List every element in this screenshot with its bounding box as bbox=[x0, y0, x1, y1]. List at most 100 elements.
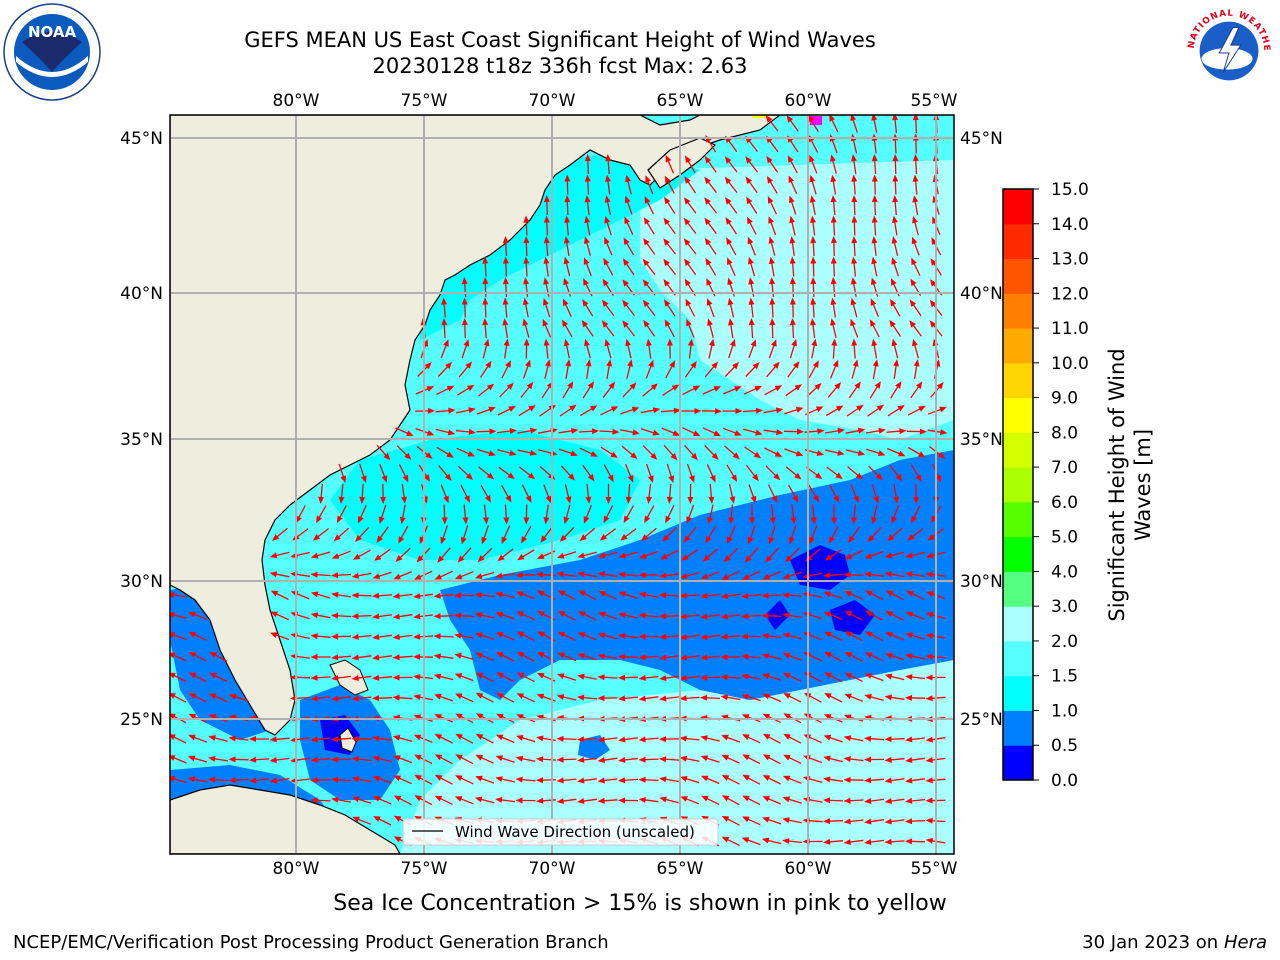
wave-direction-arrow-head bbox=[433, 653, 441, 660]
colorbar-tick-label: 2.0 bbox=[1051, 632, 1078, 652]
wave-direction-arrow-head bbox=[782, 612, 790, 619]
colorbar-segment bbox=[1003, 258, 1033, 294]
wave-direction-arrow-head bbox=[336, 515, 343, 524]
wave-direction-arrow-head bbox=[864, 818, 872, 825]
wave-direction-arrow-head bbox=[433, 613, 441, 620]
wave-direction-arrow-head bbox=[399, 516, 406, 525]
wave-direction-arrow-head bbox=[761, 633, 769, 639]
wave-direction-arrow-head bbox=[454, 653, 462, 659]
wave-direction-arrow-head bbox=[776, 429, 784, 435]
colorbar-tick-label: 4.0 bbox=[1051, 562, 1078, 582]
wave-direction-arrow-head bbox=[569, 404, 577, 412]
wave-direction-arrow-head bbox=[734, 386, 742, 392]
wave-direction-arrow-head bbox=[810, 318, 816, 326]
wave-direction-arrow-head bbox=[762, 733, 771, 740]
wave-direction-arrow-head bbox=[729, 339, 736, 347]
lon-label-top: 70°W bbox=[529, 91, 576, 111]
colorbar-tick-label: 12.0 bbox=[1051, 284, 1089, 304]
lon-label-bottom: 70°W bbox=[529, 859, 576, 879]
wave-direction-arrow-head bbox=[644, 515, 651, 524]
wave-direction-arrow-head bbox=[864, 571, 872, 578]
wave-direction-arrow-head bbox=[680, 796, 688, 802]
colorbar-segment bbox=[1003, 536, 1033, 572]
wave-direction-arrow-head bbox=[884, 838, 892, 845]
wave-direction-arrow-head bbox=[891, 236, 898, 244]
wave-direction-arrow-head bbox=[310, 777, 318, 784]
lat-label-right: 25°N bbox=[960, 710, 1003, 730]
wave-direction-arrow-head bbox=[465, 473, 473, 480]
wave-direction-arrow-head bbox=[815, 406, 824, 413]
wave-direction-arrow-head bbox=[618, 736, 626, 743]
wave-direction-arrow-head bbox=[679, 654, 687, 661]
colorbar-tick-label: 14.0 bbox=[1051, 215, 1089, 235]
wave-direction-arrow-head bbox=[837, 427, 845, 434]
wave-direction-arrow-head bbox=[571, 428, 579, 434]
wave-direction-arrow-head bbox=[543, 236, 550, 244]
wave-direction-arrow-head bbox=[208, 735, 216, 741]
wave-direction-arrow-head bbox=[925, 552, 934, 559]
wave-direction-arrow-head bbox=[360, 475, 367, 483]
wave-direction-arrow-head bbox=[604, 195, 611, 203]
wave-direction-arrow-head bbox=[864, 553, 873, 559]
wave-direction-arrow-head bbox=[830, 215, 837, 223]
wave-direction-arrow-head bbox=[536, 693, 545, 700]
wave-direction-arrow-head bbox=[331, 756, 338, 763]
wave-direction-arrow-head bbox=[392, 674, 400, 681]
wave-direction-arrow-head bbox=[351, 776, 360, 783]
wave-direction-arrow-head bbox=[495, 797, 503, 803]
wave-direction-arrow-head bbox=[663, 238, 670, 246]
wave-direction-arrow-head bbox=[925, 757, 933, 763]
wave-direction-arrow-head bbox=[884, 552, 893, 559]
wave-direction-arrow-head bbox=[823, 776, 831, 783]
wave-direction-arrow-head bbox=[338, 496, 345, 504]
wave-direction-arrow-head bbox=[537, 610, 545, 617]
wave-direction-arrow-head bbox=[650, 383, 658, 391]
wave-direction-arrow-head bbox=[767, 196, 774, 204]
wave-direction-arrow-head bbox=[495, 755, 504, 762]
wave-direction-arrow-head bbox=[583, 278, 589, 286]
wave-direction-arrow-head bbox=[741, 673, 749, 680]
wave-direction-arrow-head bbox=[679, 695, 687, 702]
wave-direction-arrow-head bbox=[585, 496, 592, 504]
wave-direction-arrow-head bbox=[851, 517, 858, 525]
wave-direction-arrow-head bbox=[461, 297, 468, 305]
wave-direction-arrow-head bbox=[665, 154, 672, 163]
wave-direction-arrow-head bbox=[795, 450, 804, 457]
wave-direction-arrow-head bbox=[700, 654, 708, 661]
wave-direction-arrow-head bbox=[659, 572, 667, 579]
wave-direction-arrow-head bbox=[604, 216, 611, 224]
wave-direction-arrow-head bbox=[542, 318, 549, 327]
wave-direction-arrow-head bbox=[557, 610, 566, 617]
wave-direction-arrow-head bbox=[618, 571, 626, 578]
wave-direction-arrow-head bbox=[692, 430, 701, 437]
wave-direction-arrow-head bbox=[713, 430, 721, 437]
wave-direction-arrow-head bbox=[700, 775, 709, 782]
wave-direction-arrow-head bbox=[746, 196, 753, 205]
wave-direction-arrow-head bbox=[632, 429, 640, 436]
wave-direction-arrow-head bbox=[720, 674, 728, 681]
wave-direction-arrow-head bbox=[188, 611, 196, 618]
wave-direction-arrow-head bbox=[708, 496, 715, 504]
wave-direction-arrow-head bbox=[884, 798, 892, 804]
wave-direction-arrow-head bbox=[443, 339, 449, 347]
wave-direction-arrow-head bbox=[909, 299, 917, 307]
wave-direction-arrow-head bbox=[556, 777, 564, 784]
wave-direction-arrow-head bbox=[864, 839, 872, 845]
wave-direction-arrow-head bbox=[638, 612, 646, 619]
wave-direction-arrow-head bbox=[741, 837, 750, 843]
colorbar-tick-label: 5.0 bbox=[1051, 528, 1078, 548]
wave-direction-arrow-head bbox=[474, 612, 483, 619]
lat-label-left: 40°N bbox=[120, 284, 163, 304]
colorbar-segment bbox=[1003, 675, 1033, 711]
wave-direction-arrow-head bbox=[587, 381, 594, 389]
wave-direction-arrow-head bbox=[543, 256, 550, 264]
wave-direction-arrow-head bbox=[545, 359, 551, 367]
wave-direction-arrow-head bbox=[591, 428, 599, 435]
wave-direction-arrow-head bbox=[864, 673, 873, 679]
wave-direction-arrow-head bbox=[597, 777, 605, 784]
wave-direction-arrow-head bbox=[701, 795, 709, 802]
lat-label-right: 35°N bbox=[960, 430, 1003, 450]
wave-direction-arrow-head bbox=[785, 555, 793, 563]
wave-direction-arrow-head bbox=[843, 818, 851, 825]
wave-direction-arrow-head bbox=[188, 693, 197, 699]
